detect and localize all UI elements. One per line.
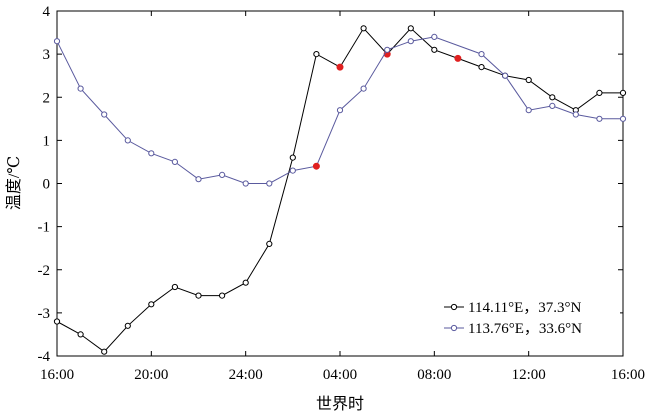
x-tick-label: 12:00: [512, 367, 546, 383]
legend-label-1: 114.11°E，37.3°N: [468, 300, 582, 316]
data-point: [525, 76, 532, 84]
data-point: [242, 279, 249, 286]
y-tick-label: 2: [43, 90, 51, 106]
data-point: [336, 107, 344, 114]
data-point: [431, 46, 438, 53]
y-tick-label: 3: [43, 47, 51, 63]
y-axis-title: 温度/℃: [5, 156, 23, 210]
data-point: [266, 240, 273, 247]
data-point: [360, 25, 367, 32]
data-point: [596, 115, 603, 122]
data-point: [77, 85, 84, 92]
y-tick-label: -1: [38, 220, 51, 236]
x-tick-label: 04:00: [323, 367, 357, 383]
series-layer: [53, 25, 627, 355]
data-point: [619, 89, 627, 97]
highlighted-point: [312, 162, 320, 170]
data-point: [124, 137, 131, 144]
data-point: [53, 318, 61, 325]
data-point: [242, 180, 249, 187]
data-point: [101, 348, 108, 355]
data-point: [289, 154, 296, 161]
data-point: [407, 38, 414, 45]
legend-box: [436, 295, 620, 348]
data-point: [77, 331, 84, 338]
data-point: [313, 51, 320, 58]
legend: 114.11°E，37.3°N 113.76°E，33.6°N: [436, 295, 620, 348]
x-tick-label: 24:00: [229, 367, 263, 383]
axis-ticks: -4 -3 -2 -1 0 1 2 3 4 16:00 20:00 24:00 04:00 08:00 12…: [38, 4, 646, 383]
data-point: [384, 46, 391, 53]
y-tick-label: -4: [38, 349, 51, 365]
data-point: [360, 85, 367, 92]
legend-marker-2: [450, 324, 458, 332]
y-tick-label: 0: [43, 177, 51, 193]
data-point: [289, 167, 296, 174]
data-point: [219, 292, 226, 299]
data-point: [53, 38, 61, 45]
data-point: [195, 292, 202, 299]
data-point: [266, 180, 273, 187]
data-point: [171, 158, 178, 165]
x-tick-label: 20:00: [134, 367, 168, 383]
y-tick-label: -2: [38, 263, 51, 279]
legend-label-2: 113.76°E，33.6°N: [468, 321, 582, 337]
data-point: [549, 94, 556, 101]
data-point: [525, 107, 532, 114]
series-line-2: [56, 36, 623, 184]
highlighted-point: [454, 54, 462, 62]
highlighted-point: [336, 63, 344, 71]
data-point: [572, 111, 579, 118]
data-point: [171, 283, 178, 291]
x-tick-label: 08:00: [417, 367, 451, 383]
legend-marker-1: [450, 303, 458, 311]
x-tick-label: 16:00: [40, 367, 74, 383]
data-point: [219, 171, 226, 178]
data-point: [148, 301, 155, 308]
data-point: [619, 115, 627, 122]
data-point: [596, 89, 603, 97]
data-point: [195, 176, 202, 183]
data-point: [478, 51, 485, 58]
data-point: [549, 102, 556, 110]
y-tick-label: -3: [38, 306, 51, 322]
data-point: [502, 72, 509, 79]
data-point: [101, 111, 108, 118]
x-tick-label: 16:00: [611, 367, 645, 383]
y-tick-label: 1: [43, 133, 51, 149]
data-point: [431, 33, 438, 41]
data-point: [478, 64, 485, 71]
y-tick-label: 4: [43, 4, 51, 20]
data-point: [148, 150, 155, 157]
data-point: [124, 322, 131, 329]
series-2: [53, 33, 627, 187]
x-axis-title: 世界时: [316, 395, 364, 413]
data-point: [407, 25, 414, 32]
